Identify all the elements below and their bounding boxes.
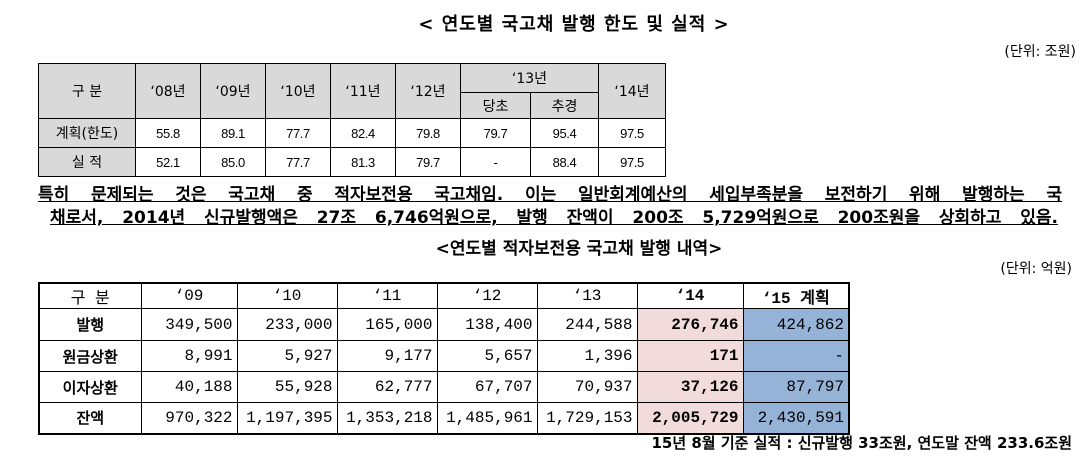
table1-cell: 82.4	[330, 118, 396, 148]
table2-cell: 55,928	[236, 371, 338, 403]
table2-cell-plan: 424,862	[742, 308, 850, 341]
table1-cell: 79.7	[395, 147, 461, 177]
table2-cell: 1,485,961	[436, 402, 538, 434]
table-row: 실 적 52.1 85.0 77.7 81.3 79.7 - 88.4 97.5	[38, 147, 666, 177]
table2-header-row: 구 분 ‘09 ‘10 ‘11 ‘12 ‘13 ‘14 ‘15 계획	[38, 282, 850, 309]
table1-cell: 97.5	[598, 147, 666, 177]
table2-year-header: ‘10	[236, 282, 338, 309]
table2-cell-plan: 87,797	[742, 371, 850, 403]
table1-subheader-supplementary: 추경	[530, 92, 599, 119]
footnote: 15년 8월 기준 실적 : 신규발행 33조원, 연도말 잔액 233.6조원	[651, 434, 1072, 452]
table2-cell: 8,991	[140, 340, 238, 372]
table2-cell: 9,177	[336, 340, 438, 372]
table2-row-label: 원금상환	[38, 340, 142, 372]
table2-cell: 349,500	[140, 308, 238, 341]
table2-year-header: ‘11	[336, 282, 438, 309]
table2-cell-highlight: 276,746	[636, 308, 744, 341]
table2-cell: 1,353,218	[336, 402, 438, 434]
table2-year-header: ‘09	[140, 282, 238, 309]
table1-unit-label: (단위: 조원)	[1004, 44, 1076, 60]
deficit-bond-table: 구 분 ‘09 ‘10 ‘11 ‘12 ‘13 ‘14 ‘15 계획 발행 34…	[38, 282, 850, 435]
table2-cell: 165,000	[336, 308, 438, 341]
table-row: 이자상환 40,188 55,928 62,777 67,707 70,937 …	[38, 371, 850, 403]
table-row: 계획(한도) 55.8 89.1 77.7 82.4 79.8 79.7 95.…	[38, 118, 666, 148]
table1-year-header: ‘09년	[200, 63, 266, 119]
table2-cell: 1,396	[536, 340, 638, 372]
table2-cell: 1,197,395	[236, 402, 338, 434]
table2-cell-highlight: 2,005,729	[636, 402, 744, 434]
table2-cell: 67,707	[436, 371, 538, 403]
table2-row-label: 발행	[38, 308, 142, 341]
table1-year-header: ‘12년	[395, 63, 461, 119]
table1-cell: 77.7	[265, 118, 331, 148]
table2-cell: 233,000	[236, 308, 338, 341]
table1-cell: 55.8	[135, 118, 201, 148]
table2-row-label: 잔액	[38, 402, 142, 434]
table2-plan-header: ‘15 계획	[742, 282, 850, 309]
table1-subheader-row: 당초 추경	[39, 92, 666, 119]
paragraph-line: 채로서, 2014년 신규발행액은 27조 6,746억원으로, 발행 잔액이 …	[50, 208, 1058, 228]
table1-cell: 52.1	[135, 147, 201, 177]
table-row: 잔액 970,322 1,197,395 1,353,218 1,485,961…	[38, 402, 850, 434]
table1-subheader-original: 당초	[460, 92, 531, 119]
table2-cell: 1,729,153	[536, 402, 638, 434]
table1-cell: -	[460, 147, 531, 177]
table2-cell: 5,657	[436, 340, 538, 372]
table1-cell: 88.4	[530, 147, 599, 177]
table1-year-header: ‘10년	[265, 63, 331, 119]
table2-year-header: ‘14	[636, 282, 744, 309]
table2-year-header: ‘13	[536, 282, 638, 309]
table2-row-label: 이자상환	[38, 371, 142, 403]
table1-cell: 95.4	[530, 118, 599, 148]
table1-cell: 97.5	[598, 118, 666, 148]
table1-year-header: ‘08년	[135, 63, 201, 119]
table1-row-label: 계획(한도)	[38, 118, 136, 148]
table2-cell: 70,937	[536, 371, 638, 403]
table2-year-header: ‘12	[436, 282, 538, 309]
table1-category-header: 구 분	[38, 63, 136, 119]
table1-cell: 85.0	[200, 147, 266, 177]
table1-row-label: 실 적	[38, 147, 136, 177]
table2-category-header: 구 분	[38, 282, 142, 309]
table2-cell-highlight: 37,126	[636, 371, 744, 403]
issuance-limit-title: < 연도별 국고채 발행 한도 및 실적 >	[418, 14, 730, 35]
table1-header-row: 구 분 ‘08년 ‘09년 ‘10년 ‘11년 ‘12년 ‘13년 ‘14년	[38, 63, 666, 119]
table2-cell: 5,927	[236, 340, 338, 372]
table2-cell-plan: -	[742, 340, 850, 372]
table2-cell: 62,777	[336, 371, 438, 403]
issuance-limit-table: 구 분 ‘08년 ‘09년 ‘10년 ‘11년 ‘12년 ‘13년 ‘14년 당…	[38, 63, 666, 177]
table2-cell: 970,322	[140, 402, 238, 434]
table1-year-header: ‘11년	[330, 63, 396, 119]
table1-year-header: ‘14년	[598, 63, 666, 119]
table2-cell-highlight: 171	[636, 340, 744, 372]
table-row: 발행 349,500 233,000 165,000 138,400 244,5…	[38, 308, 850, 341]
table2-cell: 40,188	[140, 371, 238, 403]
table1-cell: 89.1	[200, 118, 266, 148]
table1-cell: 79.8	[395, 118, 461, 148]
table1-cell: 77.7	[265, 147, 331, 177]
paragraph-line: 특히 문제되는 것은 국고채 중 적자보전용 국고채임. 이는 일반회계예산의 …	[38, 185, 1062, 205]
deficit-bond-title: <연도별 적자보전용 국고채 발행 내역>	[435, 239, 723, 259]
table2-unit-label: (단위: 억원)	[1000, 261, 1072, 277]
table-row: 원금상환 8,991 5,927 9,177 5,657 1,396 171 -	[38, 340, 850, 372]
table1-year-group-header: ‘13년	[460, 63, 599, 93]
table1-cell: 79.7	[460, 118, 531, 148]
table2-cell: 244,588	[536, 308, 638, 341]
table2-cell-plan: 2,430,591	[742, 402, 850, 434]
table1-cell: 81.3	[330, 147, 396, 177]
table2-cell: 138,400	[436, 308, 538, 341]
